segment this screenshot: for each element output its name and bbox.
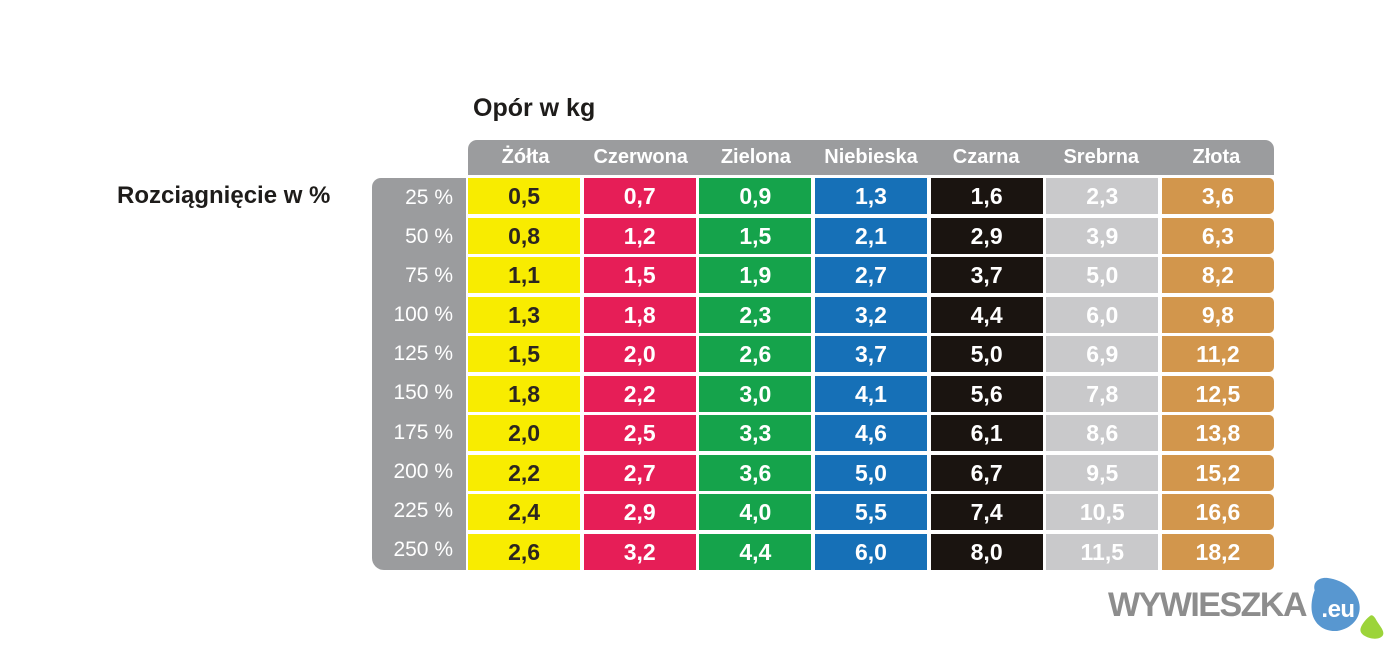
logo-green-pick-icon bbox=[1360, 615, 1384, 639]
data-cell: 6,7 bbox=[930, 454, 1043, 491]
column-header: Zielona bbox=[720, 146, 791, 168]
data-cell: 4,4 bbox=[699, 533, 812, 570]
data-cell: 3,6 bbox=[699, 454, 812, 491]
data-cell: 2,5 bbox=[583, 415, 696, 451]
data-cell: 8,6 bbox=[1046, 415, 1159, 451]
row-label: 225 % bbox=[393, 498, 453, 522]
data-cell: 10,5 bbox=[1046, 494, 1159, 530]
table-data-grid: 0,5 0,7 0,9 1,3 1,6 2,3 3,6 0,8 1,2 1,5 2,1 2,9 3,9 6… bbox=[468, 178, 1274, 570]
data-cell: 1,5 bbox=[699, 217, 812, 254]
data-cell: 9,5 bbox=[1046, 454, 1159, 491]
data-cell: 6,3 bbox=[1161, 217, 1274, 254]
data-cell: 11,5 bbox=[1046, 533, 1159, 570]
logo-blue-pick-icon bbox=[1311, 577, 1360, 632]
data-cell: 2,6 bbox=[699, 336, 812, 372]
wywieszka-logo: WYWIESZKA .eu bbox=[1106, 576, 1390, 644]
data-cell: 7,4 bbox=[930, 494, 1043, 530]
row-label: 100 % bbox=[393, 303, 453, 327]
row-label: 25 % bbox=[405, 185, 453, 209]
data-cell: 2,2 bbox=[583, 375, 696, 412]
column-header: Niebieska bbox=[824, 146, 918, 168]
row-label: 200 % bbox=[393, 459, 453, 483]
data-cell: 3,0 bbox=[699, 375, 812, 412]
table-title: Opór w kg bbox=[473, 94, 596, 122]
row-label: 125 % bbox=[393, 342, 453, 366]
data-cell: 18,2 bbox=[1161, 533, 1274, 570]
data-cell: 6,0 bbox=[814, 533, 928, 570]
data-cell: 0,8 bbox=[468, 217, 581, 254]
data-cell: 4,6 bbox=[814, 415, 928, 451]
data-cell: 9,8 bbox=[1161, 296, 1274, 333]
data-cell: 8,2 bbox=[1161, 257, 1274, 293]
data-cell: 3,9 bbox=[1046, 217, 1159, 254]
data-cell: 8,0 bbox=[930, 533, 1043, 570]
row-label: 75 % bbox=[405, 263, 453, 287]
data-cell: 2,4 bbox=[468, 494, 581, 530]
data-cell: 3,7 bbox=[930, 257, 1043, 293]
data-cell: 5,0 bbox=[1046, 257, 1159, 293]
data-cell: 3,6 bbox=[1161, 178, 1274, 214]
data-cell: 1,3 bbox=[814, 178, 928, 214]
data-cell: 3,2 bbox=[814, 296, 928, 333]
row-label: 50 % bbox=[405, 224, 453, 248]
data-cell: 2,1 bbox=[814, 217, 928, 254]
column-header: Srebrna bbox=[1063, 146, 1140, 168]
data-cell: 2,7 bbox=[583, 454, 696, 491]
data-cell: 1,8 bbox=[468, 375, 581, 412]
column-header: Złota bbox=[1192, 146, 1241, 168]
data-cell: 6,9 bbox=[1046, 336, 1159, 372]
data-cell: 2,2 bbox=[468, 454, 581, 491]
data-cell: 4,0 bbox=[699, 494, 812, 530]
data-cell: 2,3 bbox=[699, 296, 812, 333]
data-cell: 2,3 bbox=[1046, 178, 1159, 214]
data-cell: 0,9 bbox=[699, 178, 812, 214]
data-cell: 4,1 bbox=[814, 375, 928, 412]
data-cell: 2,9 bbox=[930, 217, 1043, 254]
data-cell: 2,6 bbox=[468, 533, 581, 570]
row-label: 150 % bbox=[393, 381, 453, 405]
data-cell: 11,2 bbox=[1161, 336, 1274, 372]
data-cell: 16,6 bbox=[1161, 494, 1274, 530]
data-cell: 3,7 bbox=[814, 336, 928, 372]
logo-wordmark: WYWIESZKA bbox=[1108, 586, 1308, 624]
data-cell: 2,0 bbox=[583, 336, 696, 372]
data-cell: 1,8 bbox=[583, 296, 696, 333]
row-label: 250 % bbox=[393, 537, 453, 561]
column-header: Żółta bbox=[501, 146, 550, 168]
data-cell: 2,9 bbox=[583, 494, 696, 530]
data-cell: 1,1 bbox=[468, 257, 581, 293]
data-cell: 7,8 bbox=[1046, 375, 1159, 412]
data-cell: 4,4 bbox=[930, 296, 1043, 333]
row-labels-column: 25 % 50 % 75 % 100 % 125 % 150 % 175 % 200 % 225… bbox=[372, 178, 466, 570]
data-cell: 1,5 bbox=[468, 336, 581, 372]
data-cell: 5,5 bbox=[814, 494, 928, 530]
data-cell: 5,6 bbox=[930, 375, 1043, 412]
table-header-row: Żółta Czerwona Zielona Niebieska Czarna Srebr… bbox=[468, 140, 1274, 175]
data-cell: 5,0 bbox=[930, 336, 1043, 372]
data-cell: 6,0 bbox=[1046, 296, 1159, 333]
logo-tld: .eu bbox=[1321, 596, 1355, 623]
resistance-table: Żółta Czerwona Zielona Niebieska Czarna Srebr… bbox=[372, 140, 1274, 572]
data-cell: 1,9 bbox=[699, 257, 812, 293]
data-cell: 12,5 bbox=[1161, 375, 1274, 412]
data-cell: 1,5 bbox=[583, 257, 696, 293]
data-cell: 5,0 bbox=[814, 454, 928, 491]
data-cell: 1,6 bbox=[930, 178, 1043, 214]
data-cell: 1,3 bbox=[468, 296, 581, 333]
column-header: Czerwona bbox=[593, 146, 688, 168]
data-cell: 13,8 bbox=[1161, 415, 1274, 451]
row-axis-label: Rozciągnięcie w % bbox=[117, 182, 331, 209]
data-cell: 1,2 bbox=[583, 217, 696, 254]
data-cell: 3,2 bbox=[583, 533, 696, 570]
data-cell: 6,1 bbox=[930, 415, 1043, 451]
column-header: Czarna bbox=[952, 146, 1020, 168]
data-cell: 3,3 bbox=[699, 415, 812, 451]
data-cell: 15,2 bbox=[1161, 454, 1274, 491]
data-cell: 0,7 bbox=[583, 178, 696, 214]
data-cell: 0,5 bbox=[468, 178, 581, 214]
data-cell: 2,0 bbox=[468, 415, 581, 451]
row-label: 175 % bbox=[393, 420, 453, 444]
data-cell: 2,7 bbox=[814, 257, 928, 293]
